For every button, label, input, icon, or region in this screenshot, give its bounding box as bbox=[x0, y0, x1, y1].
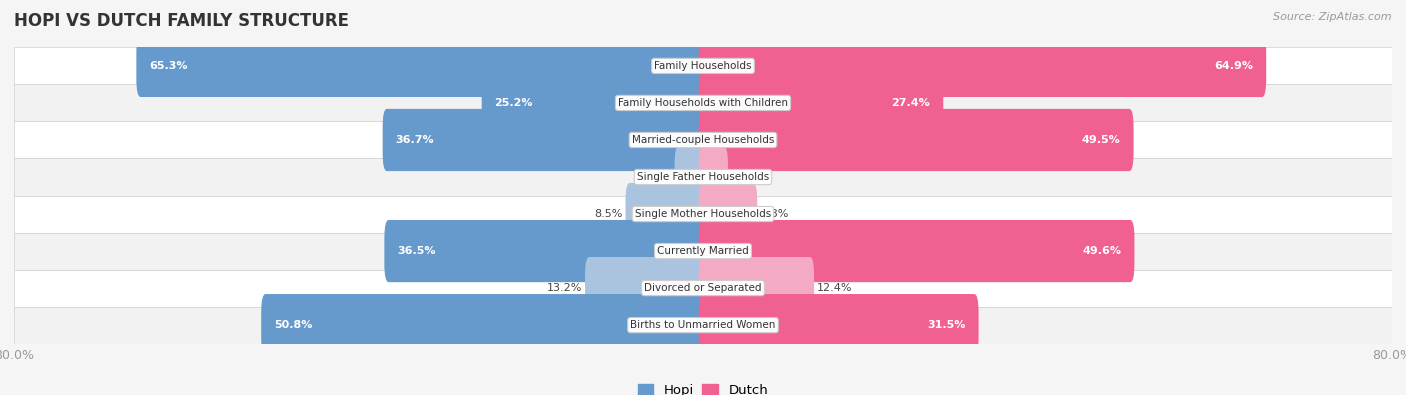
Text: 36.7%: 36.7% bbox=[395, 135, 434, 145]
FancyBboxPatch shape bbox=[382, 109, 707, 171]
FancyBboxPatch shape bbox=[626, 183, 707, 245]
Bar bbox=[14, 47, 1392, 85]
Text: Source: ZipAtlas.com: Source: ZipAtlas.com bbox=[1274, 12, 1392, 22]
Bar bbox=[14, 233, 1392, 269]
Bar bbox=[14, 269, 1392, 307]
Text: Currently Married: Currently Married bbox=[657, 246, 749, 256]
FancyBboxPatch shape bbox=[675, 146, 707, 208]
FancyBboxPatch shape bbox=[585, 257, 707, 319]
FancyBboxPatch shape bbox=[136, 35, 707, 97]
FancyBboxPatch shape bbox=[482, 72, 707, 134]
Text: Births to Unmarried Women: Births to Unmarried Women bbox=[630, 320, 776, 330]
Text: 8.5%: 8.5% bbox=[595, 209, 623, 219]
FancyBboxPatch shape bbox=[699, 72, 943, 134]
FancyBboxPatch shape bbox=[262, 294, 707, 356]
Text: HOPI VS DUTCH FAMILY STRUCTURE: HOPI VS DUTCH FAMILY STRUCTURE bbox=[14, 12, 349, 30]
Text: 2.4%: 2.4% bbox=[731, 172, 759, 182]
Legend: Hopi, Dutch: Hopi, Dutch bbox=[633, 379, 773, 395]
Text: Single Father Households: Single Father Households bbox=[637, 172, 769, 182]
Bar bbox=[14, 307, 1392, 344]
FancyBboxPatch shape bbox=[699, 109, 1133, 171]
FancyBboxPatch shape bbox=[699, 35, 1267, 97]
Bar bbox=[14, 85, 1392, 121]
FancyBboxPatch shape bbox=[699, 146, 728, 208]
Bar bbox=[14, 196, 1392, 233]
Text: 64.9%: 64.9% bbox=[1215, 61, 1253, 71]
Text: 49.5%: 49.5% bbox=[1083, 135, 1121, 145]
Text: Single Mother Households: Single Mother Households bbox=[636, 209, 770, 219]
Text: Family Households with Children: Family Households with Children bbox=[619, 98, 787, 108]
Text: 2.8%: 2.8% bbox=[644, 172, 672, 182]
Bar bbox=[14, 121, 1392, 158]
Text: Married-couple Households: Married-couple Households bbox=[631, 135, 775, 145]
Text: 13.2%: 13.2% bbox=[547, 283, 582, 293]
Text: 5.8%: 5.8% bbox=[759, 209, 789, 219]
FancyBboxPatch shape bbox=[699, 220, 1135, 282]
Text: 27.4%: 27.4% bbox=[891, 98, 931, 108]
Text: 31.5%: 31.5% bbox=[928, 320, 966, 330]
Text: 65.3%: 65.3% bbox=[149, 61, 188, 71]
Text: 25.2%: 25.2% bbox=[495, 98, 533, 108]
Text: Divorced or Separated: Divorced or Separated bbox=[644, 283, 762, 293]
Text: 50.8%: 50.8% bbox=[274, 320, 312, 330]
FancyBboxPatch shape bbox=[699, 257, 814, 319]
FancyBboxPatch shape bbox=[699, 294, 979, 356]
Bar bbox=[14, 158, 1392, 196]
Text: 36.5%: 36.5% bbox=[398, 246, 436, 256]
FancyBboxPatch shape bbox=[699, 183, 758, 245]
FancyBboxPatch shape bbox=[384, 220, 707, 282]
Text: 49.6%: 49.6% bbox=[1083, 246, 1122, 256]
Text: Family Households: Family Households bbox=[654, 61, 752, 71]
Text: 12.4%: 12.4% bbox=[817, 283, 852, 293]
